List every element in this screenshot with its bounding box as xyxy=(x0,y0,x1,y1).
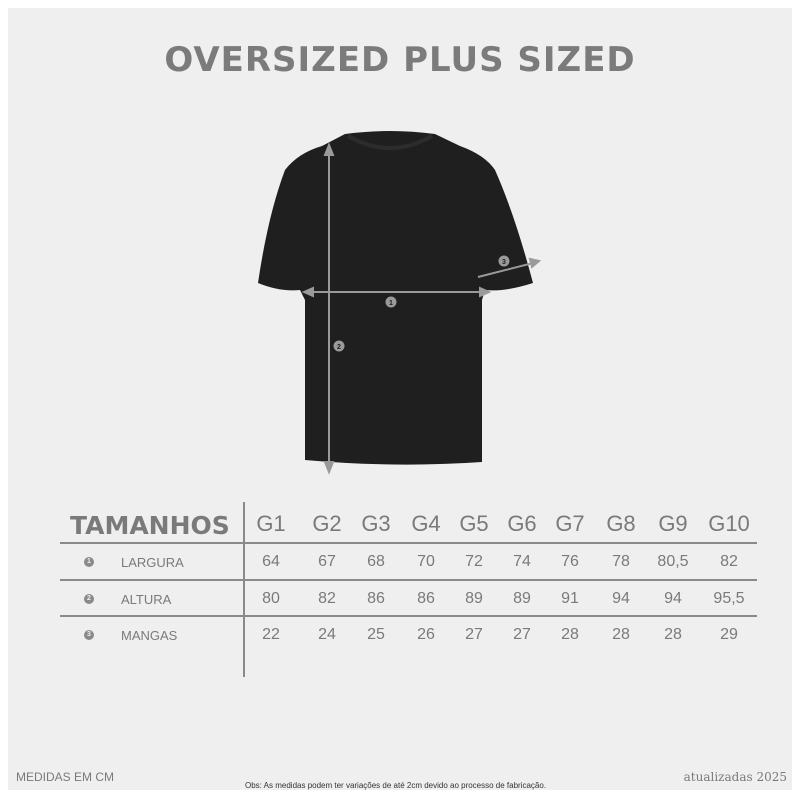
table-cell: 70 xyxy=(417,553,435,570)
collar xyxy=(347,134,433,150)
table-divider-vertical xyxy=(243,502,245,677)
marker-2-label: 2 xyxy=(337,344,341,351)
table-cell: 94 xyxy=(664,590,682,607)
size-header-g3: G3 xyxy=(361,511,391,536)
marker-3-label: 3 xyxy=(502,259,506,266)
size-header-g5: G5 xyxy=(459,511,489,536)
table-cell: 94 xyxy=(612,590,630,607)
measure-arrows xyxy=(301,142,542,475)
table-cell: 74 xyxy=(513,553,531,570)
arrow-head xyxy=(301,286,314,298)
table-divider xyxy=(60,579,757,581)
marker-3 xyxy=(498,255,510,267)
table-cell: 64 xyxy=(262,553,280,570)
page-title: OVERSIZED PLUS SIZED xyxy=(164,40,636,80)
table-cell: 22 xyxy=(262,626,280,643)
size-header-g7: G7 xyxy=(555,511,585,536)
size-header-g10: G10 xyxy=(708,511,750,536)
marker-1 xyxy=(385,296,397,308)
diagram-markers: 1 2 3 xyxy=(333,255,510,352)
row-marker-icon: 1 xyxy=(84,557,94,567)
table-header-label: TAMANHOS xyxy=(70,511,230,540)
table-cell: 91 xyxy=(561,590,579,607)
table-cell: 76 xyxy=(561,553,579,570)
table-cell: 28 xyxy=(612,626,630,643)
table-cell: 24 xyxy=(318,626,336,643)
table-cell: 89 xyxy=(465,590,483,607)
table-cell: 68 xyxy=(367,553,385,570)
table-cell: 82 xyxy=(720,553,738,570)
arrow-head xyxy=(323,461,335,475)
arrow-head xyxy=(479,286,492,298)
table-cell: 80,5 xyxy=(657,553,689,570)
table-cell: 78 xyxy=(612,553,630,570)
table-cell: 29 xyxy=(720,626,738,643)
table-cell: 28 xyxy=(664,626,682,643)
arrow-head xyxy=(528,257,542,269)
table-cell: 86 xyxy=(417,590,435,607)
footnote: Obs: As medidas podem ter variações de a… xyxy=(245,781,547,790)
row-label-largura: LARGURA xyxy=(121,555,184,570)
table-cell: 86 xyxy=(367,590,385,607)
table-cell: 80 xyxy=(262,590,280,607)
row-marker-icon: 2 xyxy=(84,594,94,604)
table-cell: 89 xyxy=(513,590,531,607)
table-cell: 27 xyxy=(513,626,531,643)
table-divider xyxy=(60,615,757,617)
table-cell: 28 xyxy=(561,626,579,643)
marker-2 xyxy=(333,340,345,352)
table-cell: 26 xyxy=(417,626,435,643)
table-cell: 67 xyxy=(318,553,336,570)
table-cell: 72 xyxy=(465,553,483,570)
units-label: MEDIDAS EM CM xyxy=(16,770,115,784)
table-cell: 82 xyxy=(318,590,336,607)
row-marker-icon: 3 xyxy=(84,630,94,640)
size-header-g1: G1 xyxy=(256,511,286,536)
table-cell: 25 xyxy=(367,626,385,643)
sleeve-arrow xyxy=(477,262,534,278)
size-header-g9: G9 xyxy=(658,511,688,536)
row-label-mangas: MANGAS xyxy=(121,628,178,643)
size-header-g2: G2 xyxy=(312,511,342,536)
table-cell: 27 xyxy=(465,626,483,643)
marker-1-label: 1 xyxy=(389,300,393,307)
row-label-altura: ALTURA xyxy=(121,592,172,607)
tshirt-image xyxy=(258,131,533,465)
table-divider xyxy=(60,542,757,544)
size-header-g8: G8 xyxy=(606,511,636,536)
size-header-g6: G6 xyxy=(507,511,537,536)
size-header-g4: G4 xyxy=(411,511,441,536)
arrow-head xyxy=(323,142,335,156)
table-cell: 95,5 xyxy=(713,590,745,607)
updated-label: atualizadas 2025 xyxy=(683,770,787,784)
tshirt-diagram: 1 2 3 xyxy=(258,131,542,475)
